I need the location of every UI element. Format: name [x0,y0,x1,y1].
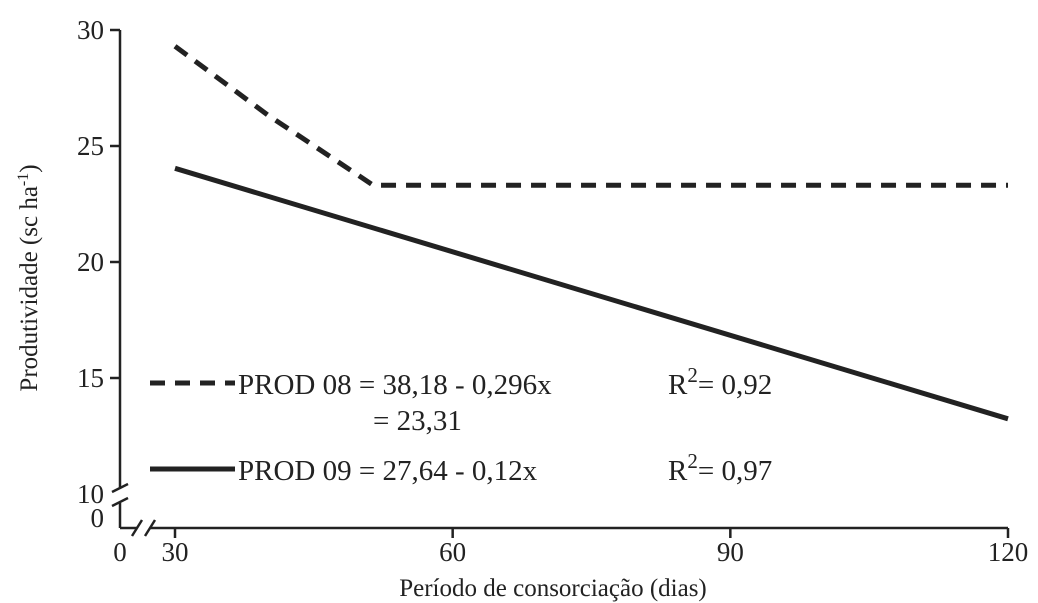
x-tick-label: 90 [717,537,744,567]
x-tick-label: 120 [988,537,1029,567]
x-axis-break [130,519,157,537]
y-tick-label: 20 [77,247,104,277]
legend-r2-label-prod08: R [668,369,688,401]
legend-entry-prod09: PROD 09 = 27,64 - 0,12x R2= 0,97 [238,449,772,487]
legend-equation-prod08: = 38,18 - 0,296x [359,369,552,401]
legend-r2-sup-prod08: 2 [687,363,698,387]
series-layer [173,44,1009,422]
y-tick-label: 0 [91,503,105,533]
legend: PROD 08 = 38,18 - 0,296x R2= 0,92 = 23,31… [150,363,772,487]
legend-name-prod08: PROD 08 [238,369,352,401]
x-tick-label: 60 [439,537,466,567]
legend-r2-label-prod09: R [668,455,688,487]
legend-r2-value-prod08: = 0,92 [698,369,772,401]
x-tick-label: 30 [162,537,189,567]
series-line-prod09 [174,165,1009,422]
legend-equation-prod09: = 27,64 - 0,12x [359,455,538,487]
x-axis-title: Período de consorciação (dias) [399,575,707,602]
legend-r2-sup-prod09: 2 [687,449,698,473]
y-tick-label: 15 [77,363,104,393]
series-line-prod08 [173,44,1008,188]
y-tick-label: 30 [77,15,104,45]
legend-entry-prod08: PROD 08 = 38,18 - 0,296x R2= 0,92 [238,363,772,401]
y-axis-break [111,482,129,508]
y-axis-title: Produtividade (sc ha-1) [15,164,43,391]
legend-equation-line2-prod08: = 23,31 [373,405,462,437]
axes [118,30,1008,530]
legend-r2-value-prod09: = 0,97 [698,455,772,487]
legend-name-prod09: PROD 09 [238,455,352,487]
y-tick-label: 25 [77,131,104,161]
x-tick-label: 0 [113,537,127,567]
y-tick-label: 10 [77,479,104,509]
